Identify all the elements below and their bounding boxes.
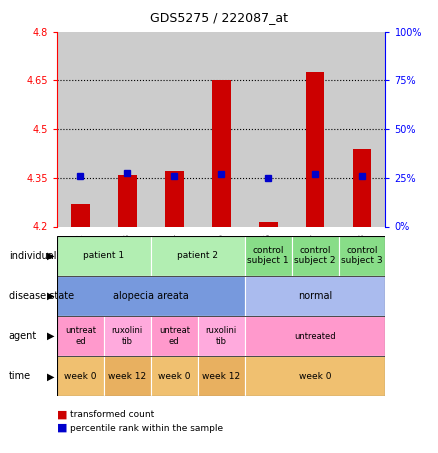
Bar xyxy=(104,356,151,396)
Text: disease state: disease state xyxy=(9,291,74,301)
Text: untreat
ed: untreat ed xyxy=(159,326,190,346)
Text: control
subject 2: control subject 2 xyxy=(294,246,336,265)
Text: percentile rank within the sample: percentile rank within the sample xyxy=(70,424,223,433)
Bar xyxy=(165,171,184,226)
Text: week 0: week 0 xyxy=(299,372,331,381)
Bar xyxy=(151,316,198,356)
Text: untreated: untreated xyxy=(294,332,336,341)
Bar xyxy=(292,32,339,226)
Bar xyxy=(104,32,151,226)
Text: ruxolini
tib: ruxolini tib xyxy=(205,326,237,346)
Bar xyxy=(57,236,151,276)
Text: control
subject 1: control subject 1 xyxy=(247,246,289,265)
Bar xyxy=(245,236,292,276)
Text: agent: agent xyxy=(9,331,37,341)
Bar xyxy=(245,276,385,316)
Bar xyxy=(198,316,245,356)
Text: ■: ■ xyxy=(57,410,67,419)
Bar xyxy=(245,316,385,356)
Bar xyxy=(151,236,245,276)
Bar xyxy=(57,316,104,356)
Text: patient 2: patient 2 xyxy=(177,251,218,260)
Text: alopecia areata: alopecia areata xyxy=(113,291,189,301)
Text: patient 1: patient 1 xyxy=(83,251,124,260)
Text: time: time xyxy=(9,371,31,381)
Bar xyxy=(245,356,385,396)
Text: untreat
ed: untreat ed xyxy=(65,326,96,346)
Text: ▶: ▶ xyxy=(47,251,55,260)
Bar xyxy=(151,356,198,396)
Text: ▶: ▶ xyxy=(47,331,55,341)
Text: ruxolini
tib: ruxolini tib xyxy=(112,326,143,346)
Bar xyxy=(212,80,230,226)
Bar xyxy=(118,174,137,226)
Bar xyxy=(353,149,371,226)
Text: ■: ■ xyxy=(57,423,67,433)
Bar xyxy=(57,32,104,226)
Bar xyxy=(198,32,245,226)
Bar xyxy=(306,72,325,226)
Text: individual: individual xyxy=(9,251,56,260)
Bar xyxy=(292,236,339,276)
Bar xyxy=(57,276,245,316)
Text: transformed count: transformed count xyxy=(70,410,154,419)
Bar xyxy=(198,356,245,396)
Text: week 12: week 12 xyxy=(108,372,146,381)
Bar xyxy=(339,236,385,276)
Text: ▶: ▶ xyxy=(47,371,55,381)
Text: ▶: ▶ xyxy=(47,291,55,301)
Bar xyxy=(71,204,90,226)
Bar xyxy=(259,222,278,226)
Text: GDS5275 / 222087_at: GDS5275 / 222087_at xyxy=(150,11,288,24)
Bar xyxy=(151,32,198,226)
Bar xyxy=(57,356,104,396)
Text: week 0: week 0 xyxy=(64,372,97,381)
Text: week 12: week 12 xyxy=(202,372,240,381)
Text: week 0: week 0 xyxy=(158,372,191,381)
Bar xyxy=(339,32,385,226)
Bar xyxy=(104,316,151,356)
Text: normal: normal xyxy=(298,291,332,301)
Bar xyxy=(245,32,292,226)
Text: control
subject 3: control subject 3 xyxy=(341,246,383,265)
